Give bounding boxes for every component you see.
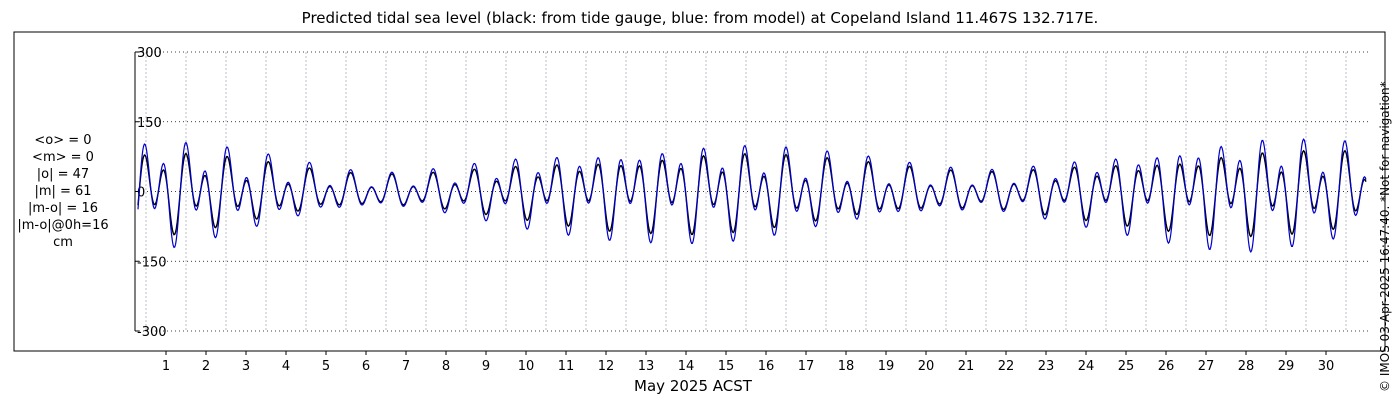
x-tick-label: 24 [1078,359,1095,374]
stat-abs-model: |m| = 61 [34,184,92,199]
y-tick-label: 0 [137,186,145,201]
x-tick-label: 20 [918,359,935,374]
stat-mean-model: <m> = 0 [32,150,94,165]
model-series-line [137,138,1367,254]
x-tick-label: 26 [1158,359,1175,374]
x-tick-label: 23 [1038,359,1055,374]
x-tick-label: 9 [482,359,490,374]
x-tick-label: 8 [442,359,450,374]
x-tick-label: 11 [558,359,575,374]
x-tick-label: 7 [402,359,410,374]
x-tick-label: 12 [598,359,615,374]
stat-abs-diff-0h: |m-o|@0h=16 [17,218,109,233]
x-tick-label: 18 [838,359,855,374]
x-tick-label: 28 [1238,359,1255,374]
stat-abs-obs: |o| = 47 [36,167,90,182]
x-tick-label: 3 [242,359,250,374]
x-tick-label: 6 [362,359,370,374]
x-tick-label: 14 [678,359,695,374]
x-tick-label: 4 [282,359,290,374]
x-tick-label: 15 [718,359,735,374]
x-tick-label: 2 [202,359,210,374]
series-lines [137,138,1367,254]
grid-lines [135,51,1371,332]
stat-unit: cm [53,235,73,250]
x-tick-label: 29 [1278,359,1295,374]
stats-panel: <o> = 0 <m> = 0 |o| = 47 |m| = 61 |m-o| … [8,132,118,251]
x-tick-label: 30 [1318,359,1335,374]
x-axis-label: May 2025 ACST [634,377,753,395]
chart-title: Predicted tidal sea level (black: from t… [301,9,1099,27]
x-tick-label: 27 [1198,359,1215,374]
credit-text: © IMOS 03-Apr-2025 16:47:40. *Not for na… [1378,81,1392,392]
stat-mean-obs: <o> = 0 [34,133,92,148]
x-tick-label: 13 [638,359,655,374]
y-tick-label: 150 [137,116,162,131]
x-tick-label: 16 [758,359,775,374]
x-tick-label: 22 [998,359,1015,374]
x-tick-label: 5 [322,359,330,374]
plot-frame [13,31,1386,352]
stat-abs-diff: |m-o| = 16 [27,201,98,216]
y-tick-label: -300 [137,325,167,340]
y-tick-label: -150 [137,255,167,270]
y-tick-label: 300 [137,46,162,61]
x-tick-label: 25 [1118,359,1135,374]
x-tick-label: 1 [162,359,170,374]
x-tick-label: 19 [878,359,895,374]
x-tick-label: 10 [518,359,535,374]
x-tick-label: 17 [798,359,815,374]
x-tick-label: 21 [958,359,975,374]
